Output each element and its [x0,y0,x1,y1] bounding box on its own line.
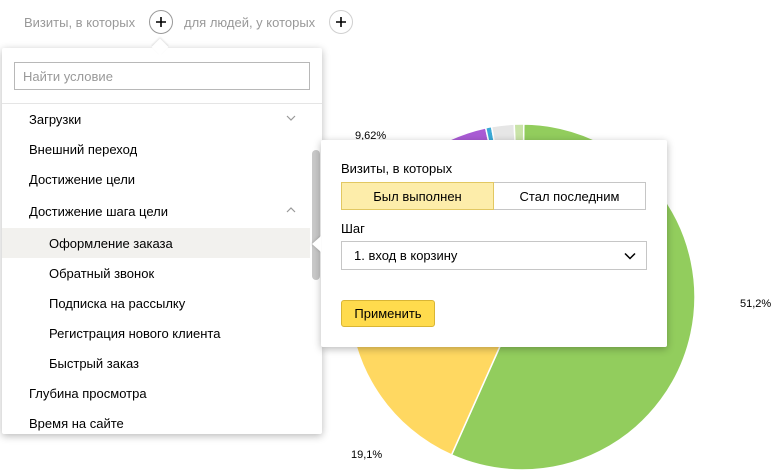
chevron-down-icon [286,115,296,121]
list-item-external-referral[interactable]: Внешний переход [2,134,310,164]
list-item-checkout[interactable]: Оформление заказа [2,228,310,258]
list-item-quick-order[interactable]: Быстрый заказ [2,348,310,378]
mode-completed-button[interactable]: Был выполнен [341,182,494,210]
step-label: Шаг [341,221,365,236]
list-item-label: Оформление заказа [49,235,173,251]
list-item-label: Время на сайте [29,415,124,431]
apply-button[interactable]: Применить [341,300,435,327]
list-item-label: Внешний переход [29,141,138,157]
popup-pointer [312,236,321,252]
list-item-time-on-site[interactable]: Время на сайте [2,408,310,434]
scrollbar-thumb[interactable] [312,150,320,280]
step-select[interactable]: 1. вход в корзину [341,241,647,270]
popup-title: Визиты, в которых [341,161,453,176]
filter-bar: Визиты, в которых для людей, у которых [0,0,782,46]
list-item-label: Достижение шага цели [29,203,169,219]
search-area [2,48,322,104]
mode-last-button[interactable]: Стал последним [494,182,646,210]
step-select-value: 1. вход в корзину [354,248,458,263]
plus-icon [156,17,166,27]
list-item-newsletter-subscription[interactable]: Подписка на рассылку [2,288,310,318]
list-item-label: Достижение цели [29,171,136,187]
list-item-page-depth[interactable]: Глубина просмотра [2,378,310,408]
plus-icon [336,17,346,27]
list-item-downloads[interactable]: Загрузки [2,104,310,134]
chevron-down-icon [624,252,636,260]
pie-label-yellow: 19,1% [351,449,383,461]
list-item-label: Глубина просмотра [29,385,147,401]
goal-step-popup: Визиты, в которых Был выполнен Стал посл… [321,140,667,347]
pie-label-green: 51,2% [740,298,772,310]
condition-search-input[interactable] [14,62,310,90]
list-item-label: Быстрый заказ [49,355,139,371]
visits-filter-label: Визиты, в которых [24,15,136,30]
list-item-label: Обратный звонок [49,265,155,281]
condition-dropdown: Загрузки Внешний переход Достижение цели… [2,48,322,434]
add-visit-condition-button[interactable] [149,10,173,34]
condition-mode-switch: Был выполнен Стал последним [341,182,646,210]
add-people-condition-button[interactable] [329,10,353,34]
list-item-callback[interactable]: Обратный звонок [2,258,310,288]
people-filter-label: для людей, у которых [184,15,316,30]
list-item-label: Подписка на рассылку [49,295,186,311]
list-item-goal-reached[interactable]: Достижение цели [2,164,310,194]
list-item-new-client-registration[interactable]: Регистрация нового клиента [2,318,310,348]
list-item-goal-step-reached[interactable]: Достижение шага цели [2,196,310,226]
list-item-label: Регистрация нового клиента [49,325,221,341]
pie-label-top: 9,62% [355,130,387,142]
list-item-label: Загрузки [29,111,82,127]
chevron-up-icon [286,207,296,213]
